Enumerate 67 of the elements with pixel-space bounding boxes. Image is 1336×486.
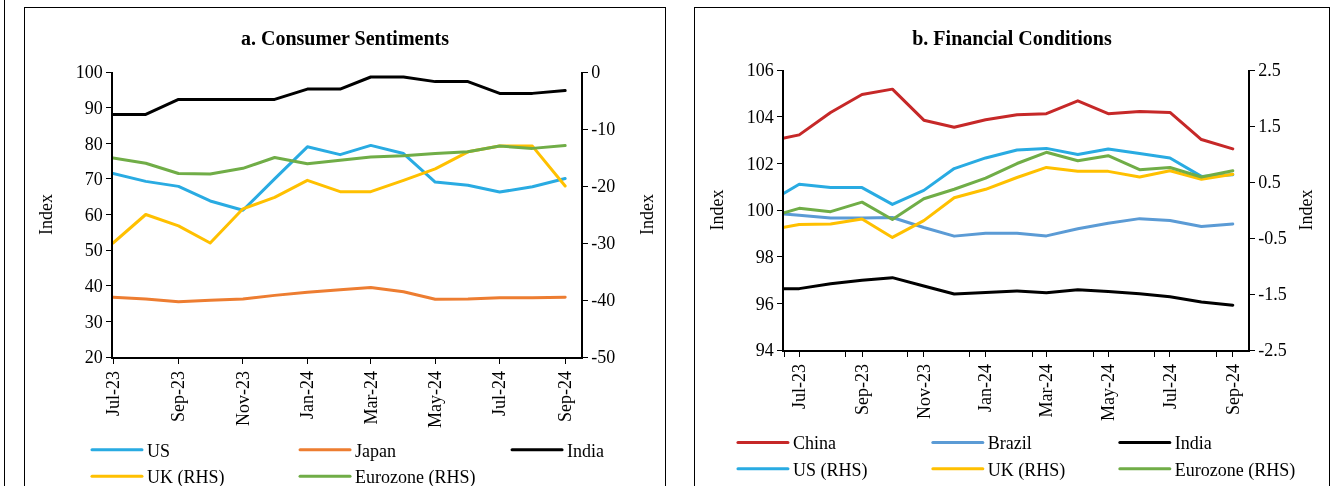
x-tick-label: Sep-23 bbox=[851, 363, 872, 415]
y-tick-label: 104 bbox=[746, 106, 774, 127]
x-tick-label: Jul-23 bbox=[788, 363, 809, 409]
y-tick-label: 30 bbox=[84, 311, 103, 332]
line-series bbox=[112, 143, 567, 176]
y-tick-label: 70 bbox=[84, 168, 103, 189]
line-series bbox=[783, 165, 1234, 239]
y2-tick-label: 0.5 bbox=[1257, 171, 1281, 192]
y-tick-label: 40 bbox=[84, 275, 103, 296]
y-axis-title: Index bbox=[35, 193, 56, 235]
x-tick-label: Sep-24 bbox=[1222, 363, 1243, 415]
line-series bbox=[783, 87, 1234, 150]
y2-tick-label: -0.5 bbox=[1257, 227, 1287, 248]
y-axis-title: Index bbox=[706, 189, 727, 230]
legend-label: US bbox=[146, 440, 170, 461]
x-tick-label: Jul-23 bbox=[102, 370, 123, 416]
line-series bbox=[112, 143, 567, 212]
x-tick-label: Jan-24 bbox=[296, 370, 317, 419]
y2-tick-label: -50 bbox=[590, 346, 615, 367]
x-tick-label: May-24 bbox=[1097, 363, 1118, 421]
y2-tick-label: -1.5 bbox=[1257, 283, 1287, 304]
y-tick-label: 98 bbox=[755, 246, 774, 267]
x-tick-label: Sep-24 bbox=[554, 370, 575, 422]
y-tick-label: 50 bbox=[84, 239, 103, 260]
y2-tick-label: -40 bbox=[590, 289, 615, 310]
legend-label: India bbox=[566, 440, 604, 461]
y2-tick-label: -30 bbox=[590, 232, 615, 253]
y-tick-label: 100 bbox=[746, 199, 774, 220]
y-tick-label: 60 bbox=[84, 204, 103, 225]
y2-tick-label: 2.5 bbox=[1257, 59, 1281, 80]
x-tick-label: Jul-24 bbox=[1159, 363, 1180, 409]
y2-tick-label: 0 bbox=[590, 61, 600, 82]
legend-label: US (RHS) bbox=[792, 459, 867, 481]
x-tick-label: Jul-24 bbox=[489, 370, 509, 416]
x-tick-label: Jan-24 bbox=[974, 363, 995, 412]
line-series bbox=[112, 285, 567, 303]
x-tick-label: May-24 bbox=[424, 370, 445, 428]
y2-tick-label: -10 bbox=[590, 118, 615, 139]
y2-tick-label: -20 bbox=[590, 175, 615, 196]
x-tick-label: Nov-23 bbox=[913, 363, 934, 419]
y-tick-label: 96 bbox=[755, 293, 774, 314]
y-tick-label: 100 bbox=[75, 61, 103, 82]
chart-title: b. Financial Conditions bbox=[911, 26, 1112, 49]
y2-axis-title: Index bbox=[1295, 189, 1316, 230]
line-series bbox=[783, 211, 1234, 238]
line-series bbox=[783, 146, 1234, 206]
x-tick-label: Nov-23 bbox=[232, 370, 253, 426]
y-tick-label: 80 bbox=[84, 133, 103, 154]
y-tick-label: 94 bbox=[755, 339, 774, 360]
y-tick-label: 90 bbox=[84, 97, 103, 118]
line-series bbox=[783, 150, 1234, 221]
y-tick-label: 106 bbox=[746, 59, 774, 80]
legend-label: UK (RHS) bbox=[987, 459, 1065, 481]
legend-label: Eurozone (RHS) bbox=[1174, 459, 1295, 481]
y2-axis-title: Index bbox=[636, 193, 657, 235]
y2-tick-label: -2.5 bbox=[1257, 339, 1287, 360]
x-tick-label: Sep-23 bbox=[167, 370, 188, 422]
legend-label: Japan bbox=[354, 440, 396, 461]
legend-label: India bbox=[1174, 432, 1212, 453]
x-tick-label: Mar-24 bbox=[360, 370, 381, 425]
legend-label: China bbox=[792, 432, 836, 453]
y-tick-label: 102 bbox=[746, 153, 774, 174]
x-tick-label: Mar-24 bbox=[1035, 363, 1056, 418]
chart-title: a. Consumer Sentiments bbox=[240, 26, 449, 49]
y2-tick-label: 1.5 bbox=[1257, 115, 1281, 136]
legend-label: Brazil bbox=[987, 432, 1032, 453]
y-tick-label: 20 bbox=[84, 346, 103, 367]
